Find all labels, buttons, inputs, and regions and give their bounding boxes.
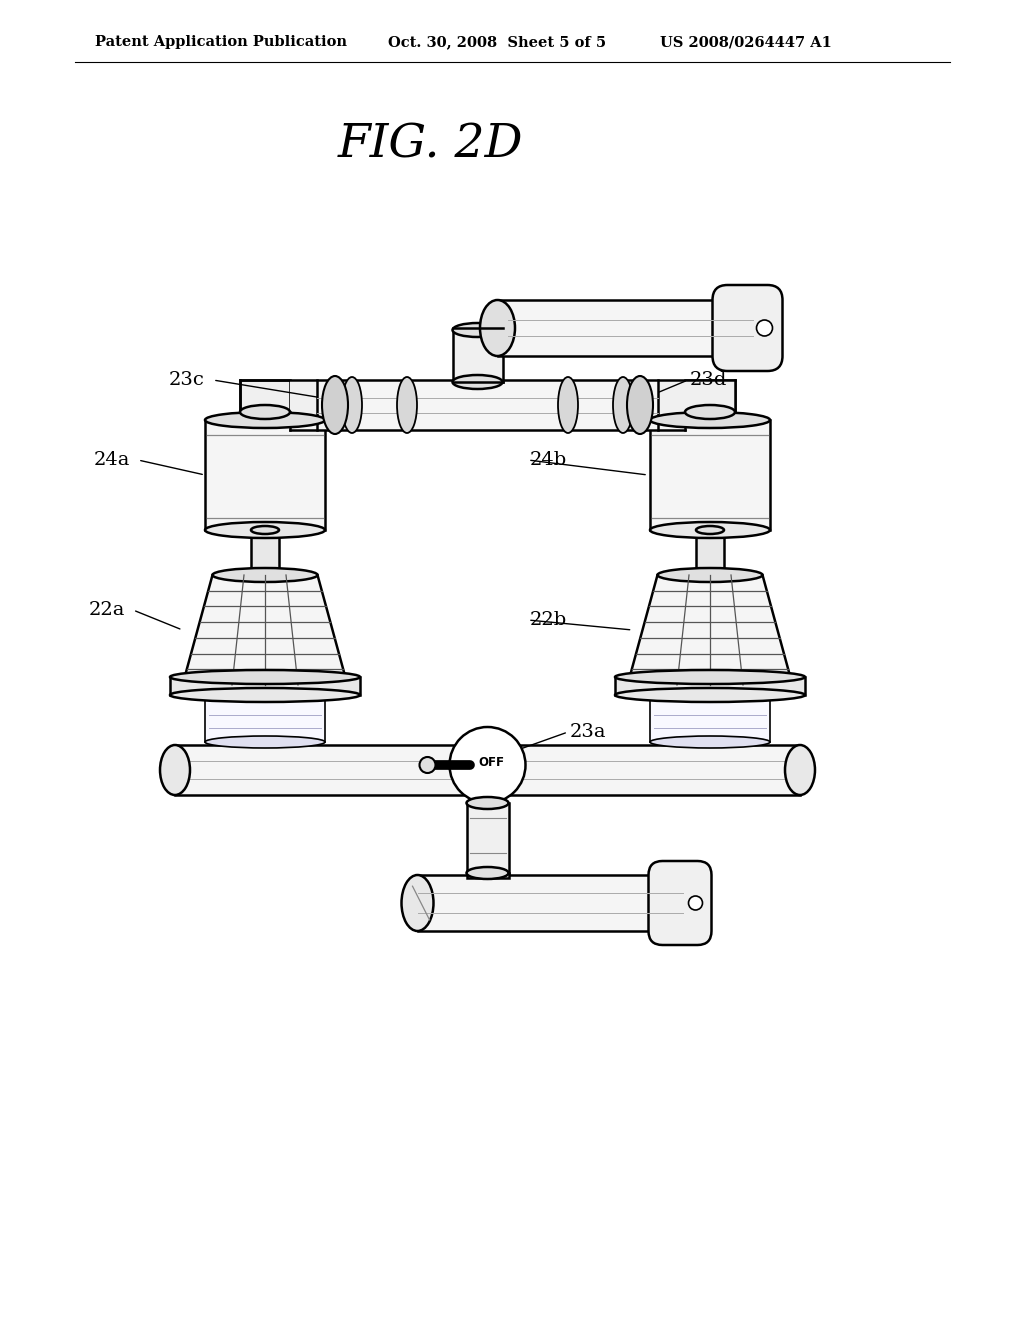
Ellipse shape (480, 300, 515, 356)
Polygon shape (615, 677, 805, 696)
Ellipse shape (170, 671, 360, 684)
Ellipse shape (628, 676, 793, 694)
Polygon shape (650, 686, 770, 742)
Polygon shape (205, 686, 325, 742)
Polygon shape (317, 380, 658, 430)
Polygon shape (251, 531, 279, 576)
Text: 24b: 24b (530, 451, 567, 469)
Polygon shape (696, 531, 724, 576)
Polygon shape (650, 420, 770, 531)
Text: Oct. 30, 2008  Sheet 5 of 5: Oct. 30, 2008 Sheet 5 of 5 (388, 36, 606, 49)
Polygon shape (453, 330, 503, 381)
Circle shape (688, 896, 702, 909)
Polygon shape (467, 873, 509, 878)
Text: 22a: 22a (89, 601, 125, 619)
Circle shape (757, 319, 772, 337)
Ellipse shape (467, 797, 509, 809)
Polygon shape (418, 875, 678, 931)
Ellipse shape (785, 744, 815, 795)
Text: 23a: 23a (570, 723, 606, 741)
Polygon shape (685, 380, 735, 412)
Text: 23d: 23d (690, 371, 727, 389)
FancyBboxPatch shape (713, 285, 782, 371)
Polygon shape (170, 677, 360, 696)
Ellipse shape (240, 405, 290, 418)
Ellipse shape (205, 737, 325, 748)
Text: 23c: 23c (169, 371, 205, 389)
Ellipse shape (685, 405, 735, 418)
Text: 22b: 22b (530, 611, 567, 630)
Ellipse shape (657, 568, 763, 582)
Text: 26: 26 (750, 301, 775, 319)
Polygon shape (175, 744, 800, 795)
Circle shape (420, 756, 435, 774)
Circle shape (450, 727, 525, 803)
Ellipse shape (251, 572, 279, 579)
Text: FIG. 2D: FIG. 2D (337, 123, 522, 168)
Ellipse shape (170, 688, 360, 702)
Ellipse shape (453, 375, 503, 389)
Ellipse shape (467, 867, 509, 879)
Polygon shape (240, 380, 342, 430)
Ellipse shape (650, 521, 770, 539)
Ellipse shape (160, 744, 190, 795)
Text: Patent Application Publication: Patent Application Publication (95, 36, 347, 49)
Polygon shape (182, 576, 347, 685)
Ellipse shape (205, 412, 325, 428)
Ellipse shape (696, 525, 724, 535)
Ellipse shape (696, 572, 724, 579)
Ellipse shape (613, 378, 633, 433)
Ellipse shape (453, 323, 503, 337)
Ellipse shape (205, 521, 325, 539)
Ellipse shape (401, 875, 433, 931)
Text: US 2008/0264447 A1: US 2008/0264447 A1 (660, 36, 831, 49)
Ellipse shape (213, 568, 317, 582)
Text: 24a: 24a (93, 451, 130, 469)
Ellipse shape (650, 737, 770, 748)
Polygon shape (628, 576, 793, 685)
Ellipse shape (615, 688, 805, 702)
Polygon shape (498, 300, 748, 356)
Polygon shape (467, 803, 509, 873)
Ellipse shape (322, 376, 348, 434)
Ellipse shape (342, 378, 362, 433)
Ellipse shape (615, 671, 805, 684)
Ellipse shape (397, 378, 417, 433)
FancyBboxPatch shape (648, 861, 712, 945)
Ellipse shape (650, 412, 770, 428)
Ellipse shape (558, 378, 578, 433)
Ellipse shape (627, 376, 653, 434)
Polygon shape (240, 380, 290, 412)
Text: OFF: OFF (478, 755, 505, 768)
Ellipse shape (251, 525, 279, 535)
Polygon shape (633, 380, 735, 430)
Polygon shape (205, 420, 325, 531)
Ellipse shape (182, 676, 347, 694)
